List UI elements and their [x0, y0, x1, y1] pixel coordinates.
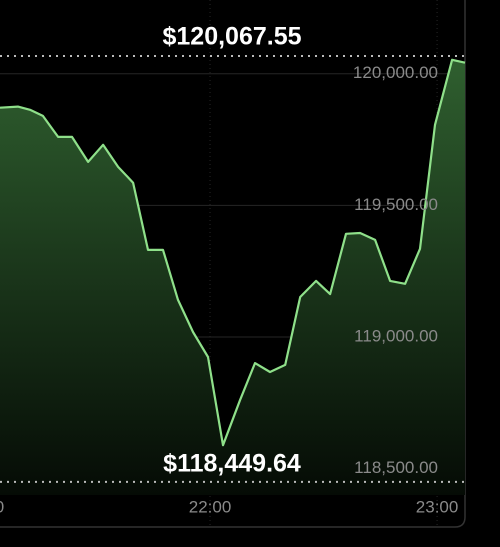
frame [0, 0, 466, 528]
x-tick-label: 23:00 [416, 497, 459, 516]
y-tick-label: 119,500.00 [354, 195, 438, 214]
high-label: $120,067.55 [162, 23, 301, 51]
line [0, 58, 466, 447]
area [0, 59, 465, 496]
y-tick-label: 120,000.00 [353, 63, 438, 82]
low-label: $118,449.64 [163, 450, 301, 478]
y-tick-label: 119,000.00 [354, 327, 438, 346]
x-tick-label: 21:00 [0, 497, 4, 516]
x-tick-label: 22:00 [189, 497, 232, 516]
y-tick-label: 118,500.00 [354, 458, 438, 477]
